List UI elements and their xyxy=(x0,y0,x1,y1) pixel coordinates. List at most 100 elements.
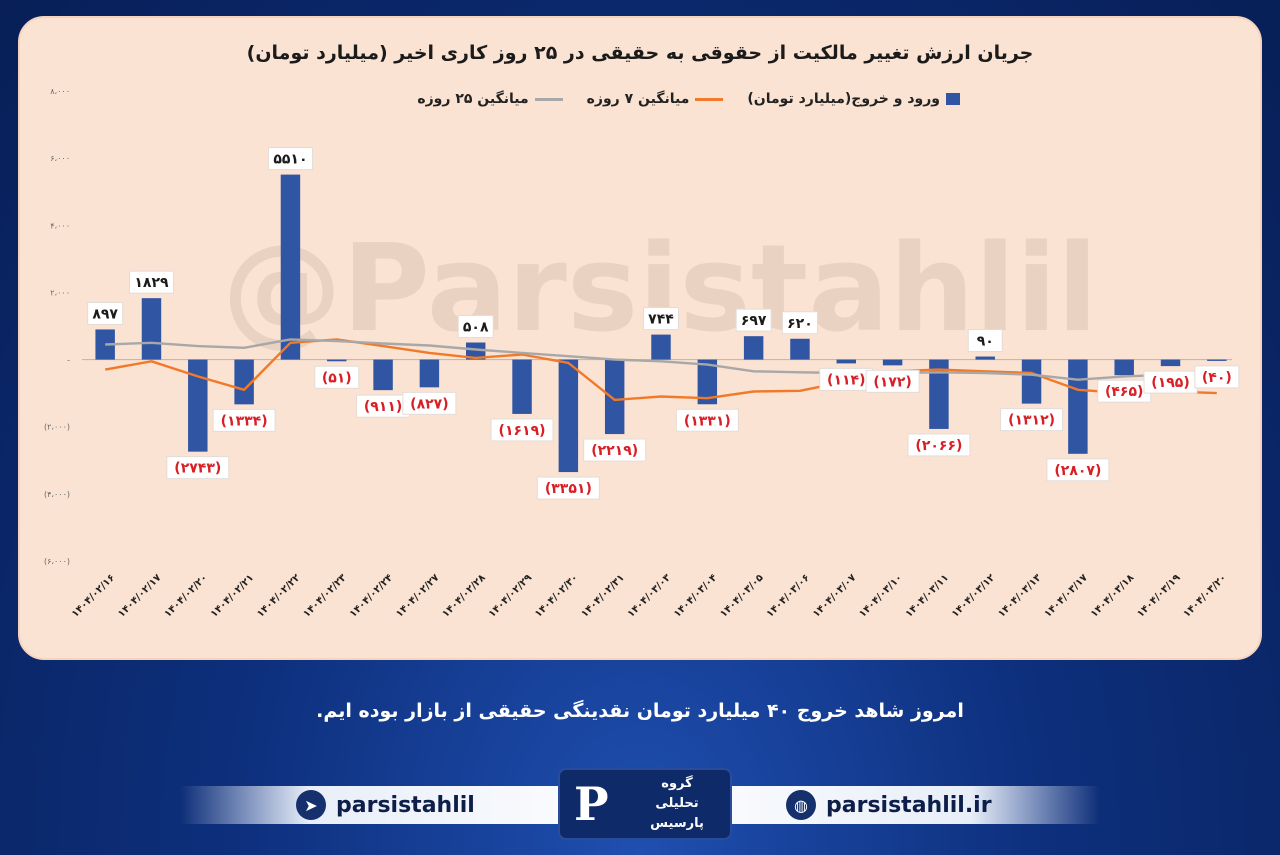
data-label-text: (۱۶۱۹) xyxy=(499,423,546,439)
data-label: (۱۳۱۲) xyxy=(1000,408,1064,432)
x-tick-label: ۱۴۰۴/۰۳/۱۲ xyxy=(950,572,997,619)
data-label-text: (۱۳۳۴) xyxy=(221,413,268,429)
data-label-text: (۲۰۶۶) xyxy=(915,438,962,454)
data-label-text: (۱۱۴) xyxy=(827,372,865,388)
data-label-box xyxy=(1046,458,1110,482)
data-label: ۶۹۷ xyxy=(735,308,772,332)
data-label: ۷۴۴ xyxy=(643,307,679,331)
data-label-text: (۱۳۱۲) xyxy=(1008,413,1055,429)
x-tick-label: ۱۴۰۴/۰۳/۱۰ xyxy=(857,572,904,619)
chart-title: جریان ارزش تغییر مالکیت از حقوقی به حقیق… xyxy=(246,42,1034,64)
globe-icon: ◍ xyxy=(786,790,816,820)
website-link[interactable]: ◍ parsistahlil.ir xyxy=(786,786,992,824)
data-label: (۱۱۴) xyxy=(819,367,874,391)
bar xyxy=(836,359,857,364)
x-tick-label: ۱۴۰۴/۰۲/۲۲ xyxy=(255,572,302,619)
data-label: ۸۹۷ xyxy=(87,301,124,325)
data-label: ۵۵۱۰ xyxy=(267,147,313,171)
x-tick-label: ۱۴۰۴/۰۳/۰۵ xyxy=(718,572,765,619)
data-label-box xyxy=(128,270,174,294)
y-tick-label: ۸،۰۰۰ xyxy=(50,87,70,96)
x-tick-label: ۱۴۰۴/۰۲/۲۴ xyxy=(348,572,395,619)
bar xyxy=(1114,359,1134,376)
x-tick-label: ۱۴۰۴/۰۲/۲۹ xyxy=(487,572,534,619)
y-tick-label: (۲،۰۰۰) xyxy=(44,423,70,432)
x-tick-label: ۱۴۰۴/۰۲/۲۸ xyxy=(440,572,487,619)
data-label-text: (۲۲۱۹) xyxy=(591,443,638,459)
data-label: (۲۷۴۳) xyxy=(166,456,230,480)
data-label-text: ۶۲۰ xyxy=(787,316,813,332)
data-label-box xyxy=(402,391,457,415)
bar xyxy=(1160,359,1181,367)
bar xyxy=(929,359,949,429)
telegram-icon: ➤ xyxy=(296,790,326,820)
data-label: ۱۸۲۹ xyxy=(128,270,174,294)
telegram-link[interactable]: ➤ parsistahlil xyxy=(296,786,475,824)
data-label-text: (۴۶۵) xyxy=(1105,384,1143,400)
x-tick-label: ۱۴۰۴/۰۳/۱۱ xyxy=(904,572,951,619)
data-label: (۱۳۳۴) xyxy=(212,408,276,432)
data-label: (۹۱۱) xyxy=(356,394,411,418)
bar xyxy=(790,338,810,360)
caption-text: امروز شاهد خروج ۴۰ میلیارد تومان نقدینگی… xyxy=(316,700,964,722)
x-tick-label: ۱۴۰۴/۰۳/۱۸ xyxy=(1089,572,1136,619)
legend-label-avg7: میانگین ۷ روزه xyxy=(586,91,690,107)
data-label-text: (۱۹۵) xyxy=(1151,375,1189,391)
data-label: (۳۳۵۱) xyxy=(536,476,600,500)
data-label-text: ۶۹۷ xyxy=(741,313,767,329)
data-label-text: (۱۳۳۱) xyxy=(684,413,731,429)
bar xyxy=(1021,359,1042,404)
bar xyxy=(743,336,764,360)
data-label-text: (۸۲۷) xyxy=(410,396,448,412)
bar xyxy=(697,359,718,405)
data-label-box xyxy=(735,308,772,332)
legend-swatch-flow xyxy=(946,93,960,105)
x-tick-label: ۱۴۰۴/۰۳/۲۰ xyxy=(1181,572,1228,619)
bar xyxy=(512,359,532,414)
data-label-box xyxy=(87,301,124,325)
data-label: ۹۰ xyxy=(967,329,1003,353)
data-label-text: (۵۱) xyxy=(322,370,352,386)
data-label-box xyxy=(1194,365,1240,389)
data-label-text: (۲۸۰۷) xyxy=(1054,463,1101,479)
legend-item-avg7: میانگین ۷ روزه xyxy=(587,91,724,107)
data-label-box xyxy=(1000,408,1064,432)
bar xyxy=(373,359,393,391)
bar xyxy=(1068,359,1088,454)
data-label-box xyxy=(457,315,494,339)
data-label: (۱۷۲) xyxy=(865,369,920,393)
y-tick-label: ۶،۰۰۰ xyxy=(50,154,70,163)
data-label-text: ۱۸۲۹ xyxy=(134,275,169,291)
data-label-box xyxy=(781,311,818,335)
bar xyxy=(1207,359,1227,361)
data-label-box xyxy=(166,456,230,480)
legend-item-avg25: میانگین ۲۵ روزه xyxy=(417,91,563,107)
x-tick-label: ۱۴۰۴/۰۲/۲۷ xyxy=(394,572,441,619)
data-label-box xyxy=(212,408,276,432)
x-tick-label: ۱۴۰۴/۰۳/۰۳ xyxy=(626,572,673,619)
x-tick-label: ۱۴۰۴/۰۲/۳۰ xyxy=(533,572,580,619)
x-tick-label: ۱۴۰۴/۰۲/۲۰ xyxy=(162,572,209,619)
x-tick-label: ۱۴۰۴/۰۲/۱۷ xyxy=(116,572,163,619)
x-tick-label: ۱۴۰۴/۰۳/۰۶ xyxy=(765,572,812,619)
bar xyxy=(327,359,347,362)
bar xyxy=(558,359,579,473)
x-tick-label: ۱۴۰۴/۰۳/۱۹ xyxy=(1135,572,1182,619)
legend-swatch-avg7 xyxy=(695,97,724,101)
data-label-text: (۲۷۴۳) xyxy=(174,461,221,477)
bar xyxy=(234,359,254,405)
bar xyxy=(95,329,115,360)
bar xyxy=(465,342,486,360)
data-label-text: ۷۴۴ xyxy=(648,312,674,328)
data-label: (۲۰۶۶) xyxy=(907,433,971,457)
logo-mark-icon: P xyxy=(574,777,609,831)
y-tick-label: (۴،۰۰۰) xyxy=(44,490,70,499)
x-tick-label: ۱۴۰۴/۰۳/۱۳ xyxy=(996,572,1043,619)
legend-label-avg25: میانگین ۲۵ روزه xyxy=(417,91,529,107)
y-tick-label: - xyxy=(67,356,70,365)
data-label: ۵۰۸ xyxy=(457,315,494,339)
website-url: parsistahlil.ir xyxy=(826,792,992,818)
data-label: (۱۳۳۱) xyxy=(675,408,739,432)
data-label-box xyxy=(267,147,313,171)
data-label-box xyxy=(314,365,360,389)
